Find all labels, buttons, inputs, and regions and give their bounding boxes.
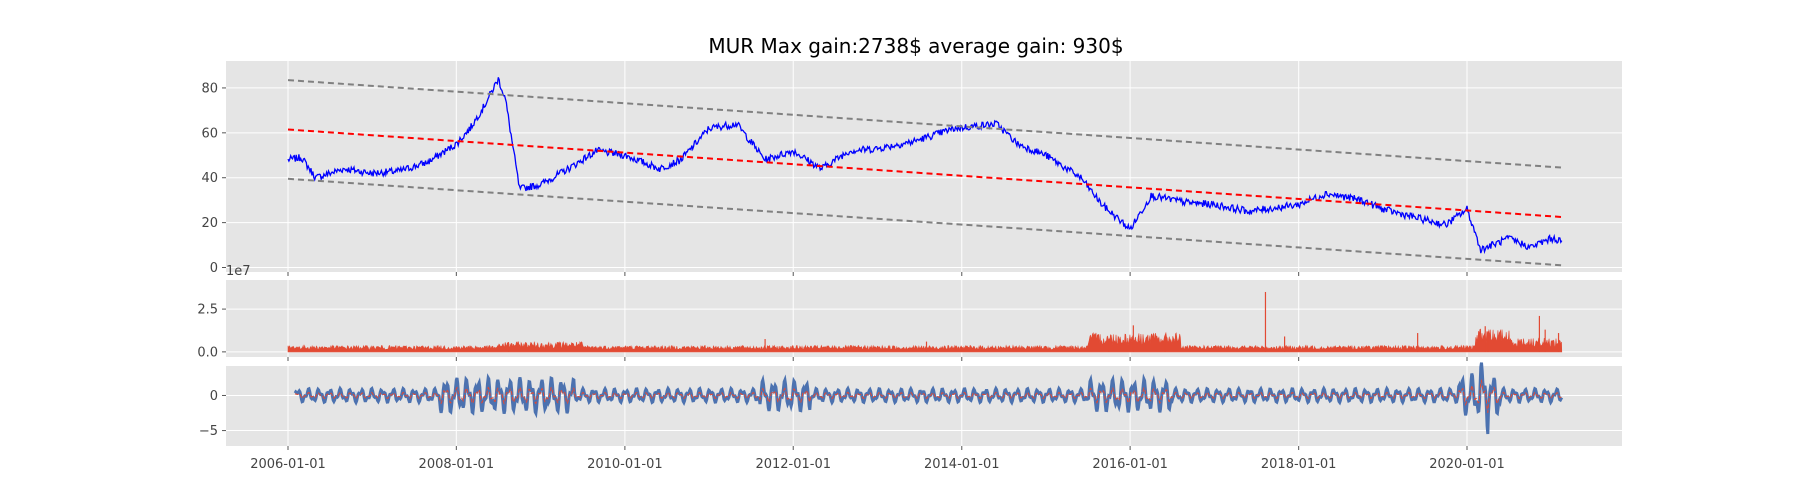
- price-y-tick-label: 60: [201, 126, 218, 141]
- price-y-tick-label: 40: [201, 171, 218, 186]
- volume-panel-background: [226, 280, 1622, 357]
- x-tick-label: 2018-01-01: [1261, 457, 1337, 472]
- oscillator-overlay-line: [294, 378, 1563, 413]
- x-tick-label: 2012-01-01: [755, 457, 831, 472]
- volume-area: [287, 328, 1563, 353]
- price-panel: 0 20 40 60 80: [201, 61, 1622, 276]
- price-panel-background: [226, 61, 1622, 272]
- lower-band-line: [287, 177, 1562, 267]
- x-tick-label: 2020-01-01: [1429, 457, 1505, 472]
- oscillator-panel-background: [226, 366, 1622, 446]
- x-tick-label: 2006-01-01: [250, 457, 326, 472]
- x-tick-label: 2008-01-01: [419, 457, 495, 472]
- x-tick-label: 2016-01-01: [1092, 457, 1168, 472]
- upper-band-line: [287, 79, 1562, 169]
- x-tick-label: 2014-01-01: [924, 457, 1000, 472]
- oscillator-y-tick-label: −5: [199, 424, 218, 439]
- volume-y-tick-label: 2.5: [197, 303, 218, 318]
- price-line: [287, 77, 1563, 255]
- price-y-tick-label: 80: [201, 81, 218, 96]
- trend-line: [287, 128, 1562, 218]
- volume-offset-label: 1e7: [226, 264, 251, 279]
- volume-panel: 0.0 2.5 1e7: [197, 264, 1622, 361]
- price-y-tick-label: 20: [201, 216, 218, 231]
- oscillator-y-tick-label: 0: [210, 389, 218, 404]
- chart-title: MUR Max gain:2738$ average gain: 930$: [708, 34, 1123, 58]
- x-tick-label: 2010-01-01: [587, 457, 663, 472]
- volume-y-tick-label: 0.0: [197, 345, 218, 360]
- price-y-tick-label: 0: [210, 261, 218, 276]
- oscillator-panel: 0 −5 2006-01-01 2008-01-01 2010-01-01 2012-0…: [199, 362, 1622, 472]
